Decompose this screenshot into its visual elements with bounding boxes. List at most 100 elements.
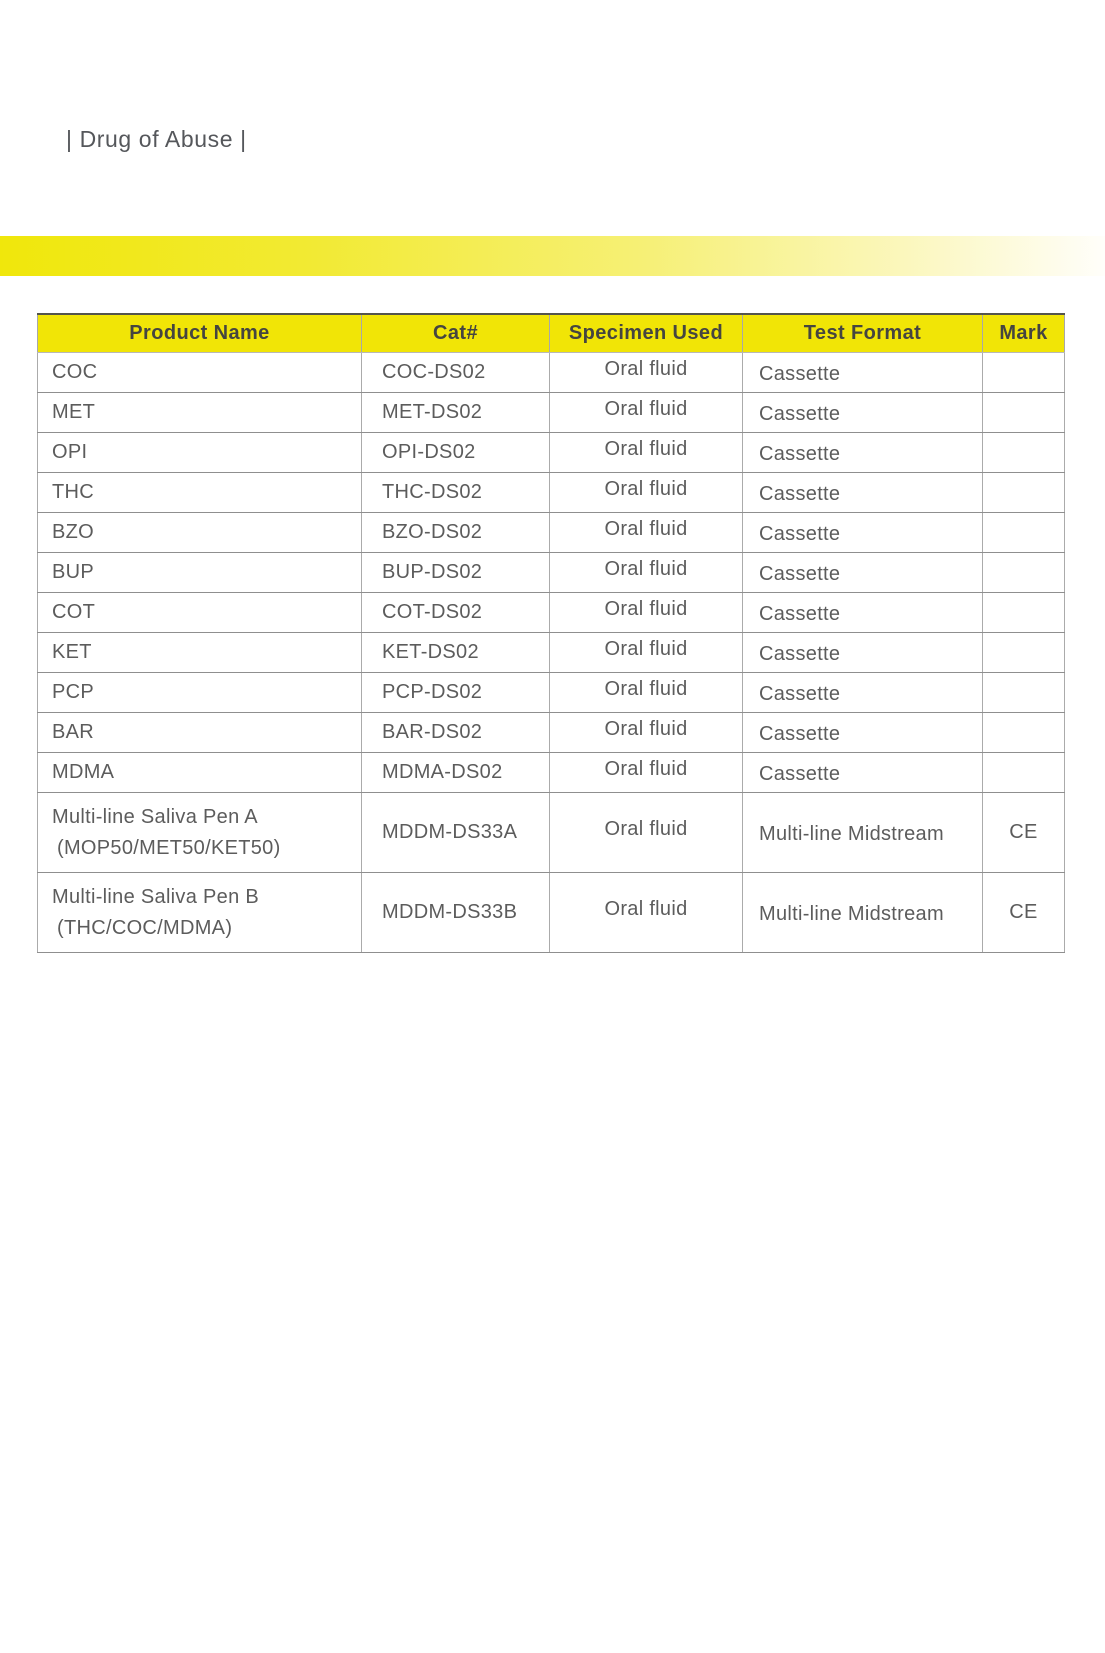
product-name-detail: (MOP50/MET50/KET50) (57, 836, 281, 859)
specimen-used: Oral fluid (604, 818, 688, 840)
specimen-used-cell: Oral fluid (549, 432, 743, 473)
mark-cell (982, 752, 1065, 793)
mark-value: CE (1009, 901, 1038, 923)
mark-value: CE (1009, 821, 1038, 843)
specimen-used-cell: Oral fluid (549, 472, 743, 513)
test-format-cell: Cassette (742, 752, 983, 793)
catalog-number: THC-DS02 (382, 481, 483, 503)
mark-cell (982, 392, 1065, 433)
test-format-cell: Cassette (742, 592, 983, 633)
specimen-used-cell: Oral fluid (549, 672, 743, 713)
product-name-cell: MET (37, 392, 362, 433)
test-format: Cassette (759, 643, 841, 665)
table-row: Multi-line Saliva Pen B (THC/COC/MDMA) M… (37, 872, 1065, 953)
product-name-cell: KET (37, 632, 362, 673)
product-table: Product Name Cat# Specimen Used Test For… (37, 313, 1065, 953)
product-name: BZO (52, 521, 95, 543)
specimen-used-cell: Oral fluid (549, 712, 743, 753)
catalog-number-cell: MET-DS02 (361, 392, 550, 433)
catalog-number: BUP-DS02 (382, 561, 483, 583)
catalog-number-cell: KET-DS02 (361, 632, 550, 673)
test-format: Cassette (759, 683, 841, 705)
test-format-cell: Cassette (742, 472, 983, 513)
column-header-specimen: Specimen Used (549, 314, 743, 353)
table-row: KET KET-DS02 Oral fluid Cassette (37, 632, 1065, 673)
test-format: Cassette (759, 483, 841, 505)
catalog-number: COT-DS02 (382, 601, 483, 623)
specimen-used: Oral fluid (604, 518, 688, 540)
specimen-used: Oral fluid (604, 598, 688, 620)
test-format: Multi-line Midstream (759, 823, 944, 845)
product-name-cell: THC (37, 472, 362, 513)
catalog-number-cell: MDDM-DS33B (361, 872, 550, 953)
product-name-cell: Multi-line Saliva Pen A (MOP50/MET50/KET… (37, 792, 362, 873)
catalog-number-cell: OPI-DS02 (361, 432, 550, 473)
specimen-used: Oral fluid (604, 478, 688, 500)
table-row: BUP BUP-DS02 Oral fluid Cassette (37, 552, 1065, 593)
product-name: THC (52, 481, 95, 503)
product-name-cell: COT (37, 592, 362, 633)
product-name: BAR (52, 721, 95, 743)
table-row: Multi-line Saliva Pen A (MOP50/MET50/KET… (37, 792, 1065, 873)
catalog-number: PCP-DS02 (382, 681, 483, 703)
catalog-number-cell: BAR-DS02 (361, 712, 550, 753)
catalog-number: COC-DS02 (382, 361, 486, 383)
table-row: COC COC-DS02 Oral fluid Cassette (37, 352, 1065, 393)
product-name-cell: PCP (37, 672, 362, 713)
table-row: COT COT-DS02 Oral fluid Cassette (37, 592, 1065, 633)
product-name-cell: Multi-line Saliva Pen B (THC/COC/MDMA) (37, 872, 362, 953)
table-row: MDMA MDMA-DS02 Oral fluid Cassette (37, 752, 1065, 793)
product-name: COC (52, 361, 98, 383)
product-name-cell: MDMA (37, 752, 362, 793)
mark-cell: CE (982, 792, 1065, 873)
catalog-number-cell: MDMA-DS02 (361, 752, 550, 793)
mark-cell (982, 592, 1065, 633)
catalog-number-cell: BZO-DS02 (361, 512, 550, 553)
test-format-cell: Cassette (742, 552, 983, 593)
mark-cell (982, 632, 1065, 673)
catalog-number: KET-DS02 (382, 641, 479, 663)
mark-cell (982, 552, 1065, 593)
test-format: Cassette (759, 563, 841, 585)
test-format-cell: Multi-line Midstream (742, 792, 983, 873)
specimen-used: Oral fluid (604, 358, 688, 380)
specimen-used-cell: Oral fluid (549, 592, 743, 633)
table-row: OPI OPI-DS02 Oral fluid Cassette (37, 432, 1065, 473)
product-name: MDMA (52, 761, 115, 783)
product-name-cell: BAR (37, 712, 362, 753)
column-header-cat-number: Cat# (361, 314, 550, 353)
catalog-number-cell: BUP-DS02 (361, 552, 550, 593)
catalog-number-cell: COC-DS02 (361, 352, 550, 393)
specimen-used-cell: Oral fluid (549, 632, 743, 673)
specimen-used-cell: Oral fluid (549, 552, 743, 593)
test-format-cell: Cassette (742, 712, 983, 753)
catalog-number-cell: MDDM-DS33A (361, 792, 550, 873)
product-name-cell: BUP (37, 552, 362, 593)
specimen-used-cell: Oral fluid (549, 352, 743, 393)
specimen-used: Oral fluid (604, 718, 688, 740)
catalog-number: MDMA-DS02 (382, 761, 503, 783)
test-format: Cassette (759, 723, 841, 745)
test-format-cell: Cassette (742, 432, 983, 473)
accent-gradient-bar (0, 236, 1105, 276)
specimen-used: Oral fluid (604, 898, 688, 920)
specimen-used: Oral fluid (604, 398, 688, 420)
product-name: MET (52, 401, 96, 423)
specimen-used: Oral fluid (604, 678, 688, 700)
product-name: BUP (52, 561, 95, 583)
catalog-number-cell: PCP-DS02 (361, 672, 550, 713)
catalog-number-cell: COT-DS02 (361, 592, 550, 633)
mark-cell (982, 432, 1065, 473)
mark-cell (982, 472, 1065, 513)
test-format: Cassette (759, 363, 841, 385)
specimen-used-cell: Oral fluid (549, 512, 743, 553)
test-format-cell: Cassette (742, 512, 983, 553)
catalog-number: BAR-DS02 (382, 721, 483, 743)
product-name-cell: BZO (37, 512, 362, 553)
test-format-cell: Cassette (742, 632, 983, 673)
specimen-used-cell: Oral fluid (549, 392, 743, 433)
specimen-used-cell: Oral fluid (549, 752, 743, 793)
table-header-row: Product Name Cat# Specimen Used Test For… (37, 314, 1065, 353)
test-format: Cassette (759, 403, 841, 425)
specimen-used-cell: Oral fluid (549, 872, 743, 953)
